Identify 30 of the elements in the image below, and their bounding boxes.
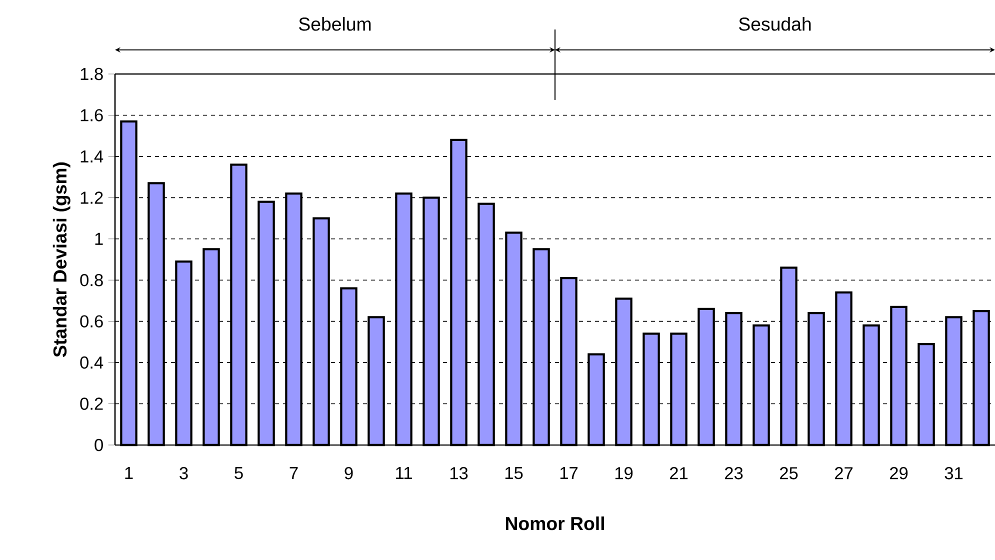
y-tick-label: 0 [94, 438, 103, 452]
y-tick-label: 0.6 [80, 315, 103, 328]
x-tick-label: 25 [780, 467, 798, 480]
y-axis-title: Standar Deviasi (gsm) [52, 162, 70, 357]
x-tick-label: 5 [234, 467, 243, 480]
x-tick-label: 1 [125, 467, 133, 479]
x-tick-label: 31 [944, 467, 963, 480]
y-tick-label: 1.2 [80, 192, 103, 204]
text: Sesudah [739, 17, 811, 31]
y-tick-label: 0.8 [80, 274, 103, 286]
x-tick-label: 29 [890, 467, 908, 480]
x-tick-label: 19 [615, 467, 633, 480]
x-tick-label: 27 [835, 467, 853, 480]
x-tick-label: 13 [450, 467, 468, 480]
text: Sebelum [299, 17, 371, 31]
x-tick-label: 23 [725, 467, 743, 480]
x-tick-label: 7 [290, 467, 298, 479]
y-tick-label: 1 [95, 232, 103, 245]
y-tick-label: 1.4 [80, 150, 104, 162]
x-tick-label: 21 [670, 467, 688, 480]
x-tick-label: 9 [344, 467, 353, 480]
y-tick-label: 0.4 [80, 356, 104, 369]
x-axis-title: Nomor Roll [506, 516, 604, 530]
y-tick-label: 1.6 [80, 109, 103, 122]
x-tick-label: 11 [396, 467, 412, 479]
x-tick-label: 15 [505, 467, 523, 480]
y-tick-label: 0.2 [80, 398, 103, 410]
x-tick-label: 17 [560, 467, 578, 479]
x-tick-label: 3 [180, 467, 188, 480]
y-tick-label: 1.8 [80, 68, 103, 80]
